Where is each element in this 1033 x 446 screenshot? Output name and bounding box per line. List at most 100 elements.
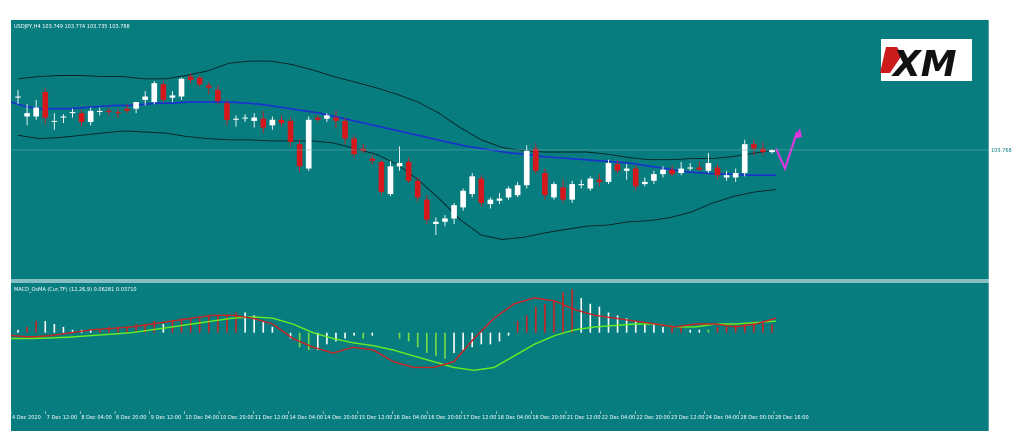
time-tick-label: 18 Dec 20:00 [532, 415, 566, 421]
candle [287, 117, 294, 147]
candle-body [632, 168, 639, 187]
candle-body [669, 169, 675, 175]
candle [587, 176, 594, 191]
candle [469, 173, 476, 198]
candle [478, 175, 485, 207]
time-tick-label: 9 Dec 12:00 [151, 415, 181, 421]
candle-body [496, 198, 503, 201]
candle [242, 114, 248, 123]
candle-body [451, 205, 457, 219]
price-tick-label: 102.950 [993, 239, 1014, 245]
price-tick-label: 104.495 [993, 67, 1014, 73]
candle [551, 181, 557, 200]
candle [642, 177, 648, 187]
candle [51, 113, 58, 130]
projection-arrowhead [793, 127, 802, 139]
candle-body [396, 163, 403, 167]
candle [169, 90, 176, 103]
candle-body [106, 110, 112, 113]
candle [324, 113, 330, 123]
candle-body [469, 176, 476, 195]
candle [651, 170, 657, 185]
candle [178, 77, 185, 100]
candle [378, 159, 385, 196]
time-tick-label: 10 Dec 04:00 [185, 415, 219, 421]
current-price-label: 103.768 [991, 148, 1012, 154]
price-tick-label: 104.630 [993, 52, 1014, 58]
macd-histogram [17, 289, 773, 359]
candle [542, 168, 548, 200]
candle-body [751, 144, 757, 149]
current-price-box [989, 146, 1009, 154]
candle-body [596, 179, 603, 182]
macd-lines [10, 297, 777, 372]
candle-body [551, 184, 557, 198]
time-tick-label: 24 Dec 04:00 [706, 415, 740, 421]
candle [623, 164, 630, 180]
candle [151, 81, 158, 105]
candle-body [605, 163, 612, 182]
time-tick-label: 22 Dec 04:00 [602, 415, 636, 421]
candle-body [324, 115, 330, 119]
candle [24, 104, 30, 126]
logo-text: XM [891, 44, 957, 85]
candle-body [115, 112, 121, 114]
candle-body [251, 117, 258, 121]
price-tick-label: 102.795 [993, 256, 1014, 262]
candle-body [15, 96, 21, 98]
candle-body [523, 150, 530, 186]
candle [69, 108, 76, 118]
candle-body [614, 164, 621, 171]
candle [42, 87, 49, 125]
candle [278, 115, 285, 127]
candle [260, 110, 267, 134]
candle-body [278, 119, 285, 124]
price-axis: 104.805 104.630 104.495 104.340 104.185 104.0… [989, 33, 1014, 279]
time-tick-label: 4 Dec 2020 [12, 415, 41, 421]
candle [696, 161, 703, 171]
candle [569, 180, 575, 203]
candle-body [205, 85, 212, 88]
candle-body [560, 187, 566, 200]
candle [215, 85, 221, 105]
candle [96, 107, 103, 116]
time-tick-label: 28 Dec 16:00 [775, 415, 809, 421]
price-tick-label: 104.035 [993, 118, 1014, 124]
candle [560, 179, 566, 203]
candle-body [587, 178, 594, 189]
macd-pane-title: MACD_OsMA (Cur,TF) (12,26,9) 0.06281 0.0… [14, 287, 137, 293]
candle-body [133, 102, 139, 109]
candle-body [287, 120, 294, 142]
candle-body [51, 120, 58, 122]
candle-body [623, 168, 630, 171]
candle-body [578, 184, 585, 186]
time-tick-label: 11 Dec 12:00 [255, 415, 289, 421]
candle-body [78, 113, 85, 123]
time-tick-label: 15 Dec 12:00 [359, 415, 393, 421]
candle [596, 174, 603, 187]
candle-body [433, 221, 439, 225]
candle-body [442, 218, 448, 222]
time-tick-label: 18 Dec 04:00 [498, 415, 532, 421]
candle-body [642, 181, 648, 185]
candle [87, 107, 94, 126]
candle-body [260, 118, 267, 128]
candle [15, 89, 21, 105]
candle-body [124, 108, 130, 111]
time-tick-label: 22 Dec 20:00 [636, 415, 670, 421]
candle [460, 188, 466, 211]
candle-body [460, 190, 466, 208]
projection-arrow [774, 127, 802, 172]
candle-body [651, 174, 657, 181]
candle-body [414, 180, 421, 198]
time-tick-label: 17 Dec 12:00 [463, 415, 497, 421]
candle-body [760, 148, 766, 152]
candle [369, 155, 376, 165]
candle-body [314, 117, 321, 120]
candle [405, 157, 412, 183]
candle [760, 141, 766, 156]
candle [678, 161, 684, 176]
price-tick-label: 104.805 [993, 33, 1014, 39]
candle [142, 90, 148, 106]
price-tick-label: 103.570 [993, 170, 1014, 176]
